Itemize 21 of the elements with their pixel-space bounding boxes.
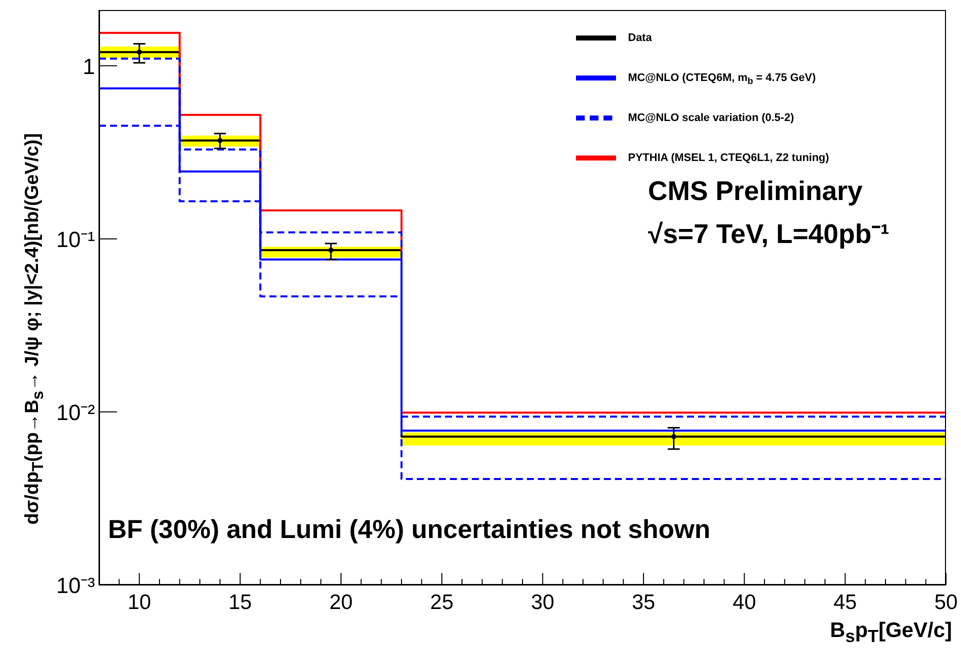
annotation: BF (30%) and Lumi (4%) uncertainties not shown — [108, 514, 710, 545]
y-tick-label: 1 — [82, 53, 95, 78]
annotation: CMS Preliminary — [648, 176, 863, 207]
x-tick-label: 15 — [228, 591, 252, 614]
x-tick-label: 45 — [833, 591, 857, 614]
legend-label: MC@NLO (CTEQ6M, m$_{b}$ = 4.75 GeV) — [628, 72, 816, 86]
x-tick-label: 10 — [128, 591, 152, 614]
legend-label: MC@NLO scale variation (0.5-2) — [628, 112, 794, 124]
y-tick-label: 10⁻¹ — [56, 226, 95, 252]
x-tick-label: 30 — [530, 591, 554, 614]
legend-label: Data — [628, 32, 652, 44]
y-tick-label: 10⁻² — [56, 399, 95, 424]
x-tick-label: 40 — [732, 591, 756, 614]
x-tick-label: 20 — [329, 591, 353, 614]
x-tick-label: 25 — [430, 591, 454, 614]
x-axis-title: B$_{s}$p$_{T}$[GeV/c] — [830, 619, 952, 648]
y-tick-label: 10⁻³ — [56, 572, 95, 598]
annotation: √s=7 TeV, L=40pb⁻¹ — [648, 218, 890, 251]
legend-label: PYTHIA (MSEL 1, CTEQ6L1, Z2 tuning) — [628, 152, 830, 164]
x-tick-label: 50 — [934, 591, 958, 614]
x-tick-label: 35 — [632, 591, 656, 614]
